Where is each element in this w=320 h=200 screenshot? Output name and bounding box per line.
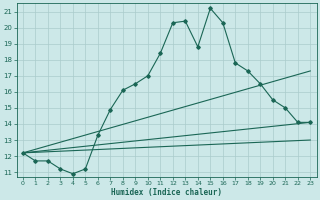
X-axis label: Humidex (Indice chaleur): Humidex (Indice chaleur) [111, 188, 222, 197]
